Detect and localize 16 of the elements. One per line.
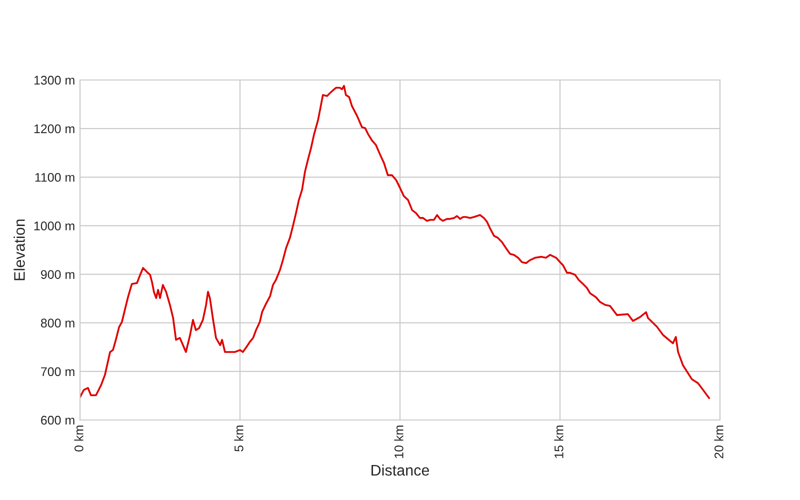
x-tick-label: 20 km — [714, 426, 724, 458]
y-tick-label: 600 m — [41, 416, 74, 425]
y-tick-label: 1200 m — [34, 124, 74, 134]
x-tick-label: 10 km — [394, 426, 404, 458]
x-tick-label: 0 km — [74, 426, 84, 452]
y-tick-label: 1300 m — [34, 76, 74, 85]
x-axis-title: Distance — [372, 464, 430, 476]
x-tick-label: 15 km — [554, 426, 564, 458]
y-tick-label: 1100 m — [35, 172, 74, 182]
y-tick-label: 1000 m — [34, 222, 74, 230]
x-tick-label: 5 km — [234, 426, 244, 452]
y-axis-title: Elevation — [14, 220, 25, 280]
line-series — [80, 84, 710, 400]
y-tick-label: 900 m — [40, 270, 74, 279]
y-tick-label: 800 m — [40, 318, 74, 328]
y-tick-label: 700 m — [41, 367, 74, 376]
